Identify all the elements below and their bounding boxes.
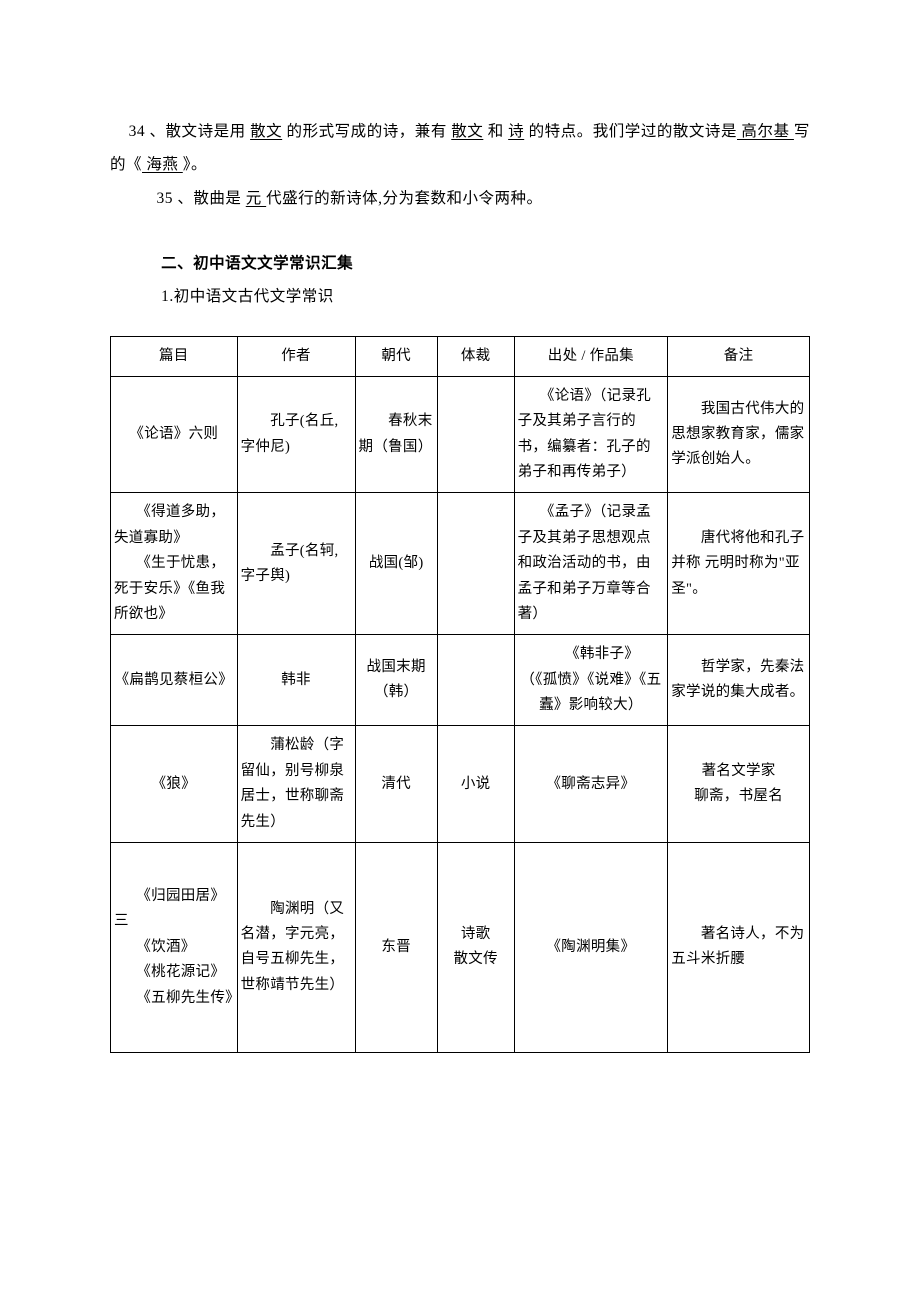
table-row: 《归园田居》三 《饮酒》 《桃花源记》 《五柳先生传》 陶渊明（又名潜，字元亮，… [111, 842, 810, 1052]
cell-source: 《孟子》（记录孟子及其弟子思想观点和政治活动的书，由孟子和弟子万章等合著） [514, 493, 668, 635]
p35-t1: 35 、散曲是 [157, 190, 246, 207]
p34-u5: 海燕 [142, 156, 183, 173]
cell-genre [437, 376, 514, 493]
cell-dynasty: 东晋 [355, 842, 437, 1052]
cell-author: 陶渊明（又名潜，字元亮，自号五柳先生，世称靖节先生） [237, 842, 355, 1052]
cell-note: 著名诗人，不为五斗米折腰 [668, 842, 810, 1052]
cell-note: 我国古代伟大的思想家教育家，儒家学派创始人。 [668, 376, 810, 493]
cell-genre [437, 493, 514, 635]
table-row: 《狼》 蒲松龄（字留仙，别号柳泉居士，世称聊斋先生） 清代 小说 《聊斋志异》 … [111, 726, 810, 843]
cell-genre: 小说 [437, 726, 514, 843]
cell-note: 哲学家，先秦法家学说的集大成者。 [668, 635, 810, 726]
cell-title: 《得道多助，失道寡助》 《生于忧患，死于安乐》《鱼我所欲也》 [111, 493, 238, 635]
cell-title: 《论语》六则 [111, 376, 238, 493]
cell-dynasty: 战国末期（韩） [355, 635, 437, 726]
th-title: 篇目 [111, 336, 238, 376]
spacer [110, 215, 810, 247]
p34-t3: 和 [483, 123, 508, 140]
cell-author: 孔子(名丘,字仲尼) [237, 376, 355, 493]
table-row: 《扁鹊见蔡桓公》 韩非 战国末期（韩） 《韩非子》 （《孤愤》《说难》《五蠹》影… [111, 635, 810, 726]
p34-u2: 散文 [451, 123, 483, 140]
literature-table: 篇目 作者 朝代 体裁 出处 / 作品集 备注 《论语》六则 孔子(名丘,字仲尼… [110, 336, 810, 1053]
cell-author: 孟子(名轲,字子舆) [237, 493, 355, 635]
cell-dynasty: 战国(邹) [355, 493, 437, 635]
paragraph-35: 35 、散曲是 元 代盛行的新诗体,分为套数和小令两种。 [110, 182, 810, 215]
cell-genre: 诗歌 散文传 [437, 842, 514, 1052]
cell-source: 《韩非子》 （《孤愤》《说难》《五蠹》影响较大） [514, 635, 668, 726]
cell-title: 《归园田居》三 《饮酒》 《桃花源记》 《五柳先生传》 [111, 842, 238, 1052]
table-header-row: 篇目 作者 朝代 体裁 出处 / 作品集 备注 [111, 336, 810, 376]
cell-title: 《狼》 [111, 726, 238, 843]
th-author: 作者 [237, 336, 355, 376]
cell-source: 《聊斋志异》 [514, 726, 668, 843]
p34-t2: 的形式写成的诗，兼有 [282, 123, 451, 140]
cell-genre [437, 635, 514, 726]
p34-t6: 》。 [183, 156, 207, 173]
p35-t2: 代盛行的新诗体,分为套数和小令两种。 [266, 190, 542, 207]
section-subtitle: 1.初中语文古代文学常识 [110, 280, 810, 313]
paragraph-34: 34 、散文诗是用 散文 的形式写成的诗，兼有 散文 和 诗 的特点。我们学过的… [110, 115, 810, 182]
p35-u1: 元 [246, 190, 266, 207]
cell-title: 《扁鹊见蔡桓公》 [111, 635, 238, 726]
cell-note: 著名文学家 聊斋，书屋名 [668, 726, 810, 843]
page-content: 34 、散文诗是用 散文 的形式写成的诗，兼有 散文 和 诗 的特点。我们学过的… [0, 0, 920, 1193]
th-note: 备注 [668, 336, 810, 376]
th-dynasty: 朝代 [355, 336, 437, 376]
p34-t1: 34 、散文诗是用 [129, 123, 251, 140]
section-title: 二、初中语文文学常识汇集 [110, 247, 810, 280]
cell-dynasty: 清代 [355, 726, 437, 843]
p34-u1: 散文 [250, 123, 282, 140]
th-source: 出处 / 作品集 [514, 336, 668, 376]
table-row: 《得道多助，失道寡助》 《生于忧患，死于安乐》《鱼我所欲也》 孟子(名轲,字子舆… [111, 493, 810, 635]
cell-source: 《论语》（记录孔子及其弟子言行的书，编纂者：孔子的弟子和再传弟子） [514, 376, 668, 493]
p34-u3: 诗 [508, 123, 524, 140]
cell-author: 韩非 [237, 635, 355, 726]
cell-source: 《陶渊明集》 [514, 842, 668, 1052]
cell-author: 蒲松龄（字留仙，别号柳泉居士，世称聊斋先生） [237, 726, 355, 843]
spacer [110, 314, 810, 336]
table-row: 《论语》六则 孔子(名丘,字仲尼) 春秋末期（鲁国） 《论语》（记录孔子及其弟子… [111, 376, 810, 493]
cell-note: 唐代将他和孔子并称 元明时称为"亚圣"。 [668, 493, 810, 635]
th-genre: 体裁 [437, 336, 514, 376]
cell-dynasty: 春秋末期（鲁国） [355, 376, 437, 493]
p34-u4: 高尔基 [737, 123, 794, 140]
p34-t4: 的特点。我们学过的散文诗是 [524, 123, 737, 140]
